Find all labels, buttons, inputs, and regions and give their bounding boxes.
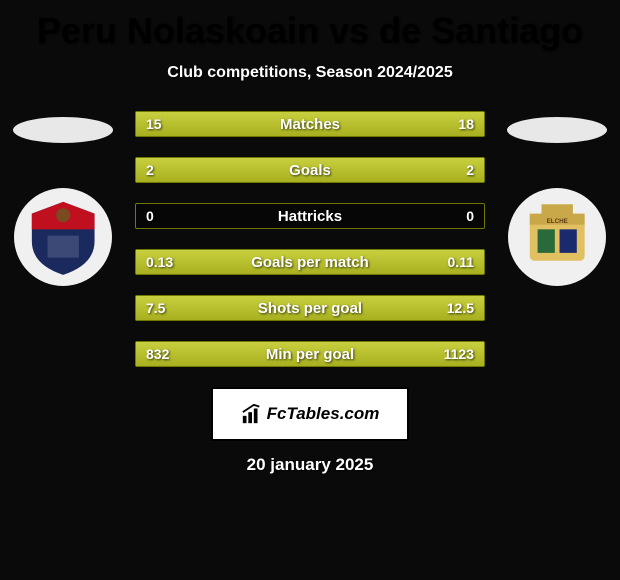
player2-name: de Santiago — [379, 10, 583, 51]
comparison-title: Peru Nolaskoain vs de Santiago — [0, 0, 620, 52]
stat-bar-right-fill — [265, 296, 484, 320]
date-text: 20 january 2025 — [0, 455, 620, 475]
stat-bar-left-fill — [136, 112, 293, 136]
comparison-main: ELCHE 1518Matches22Goals00Hattricks0.130… — [0, 117, 620, 377]
stat-bar-right-fill — [310, 158, 484, 182]
stat-bar-right-fill — [293, 112, 484, 136]
stat-row: 0.130.11Goals per match — [135, 249, 485, 275]
stat-row: 7.512.5Shots per goal — [135, 295, 485, 321]
subtitle: Club competitions, Season 2024/2025 — [0, 64, 620, 82]
right-nameplate-oval — [507, 117, 607, 143]
stat-bar-left-fill — [136, 342, 286, 366]
right-club-crest: ELCHE — [508, 188, 606, 286]
stat-value-right: 0 — [456, 204, 484, 228]
brand-box: FcTables.com — [211, 387, 409, 441]
right-badge-column: ELCHE — [502, 117, 612, 286]
stat-row: 1518Matches — [135, 111, 485, 137]
stat-bar-left-fill — [136, 250, 324, 274]
stat-row: 0 0Hattricks — [135, 203, 485, 229]
elche-crest-icon: ELCHE — [518, 198, 596, 276]
svg-text:ELCHE: ELCHE — [546, 218, 567, 225]
left-badge-column — [8, 117, 118, 286]
stat-bar-right-fill — [286, 342, 484, 366]
stat-row: 8321123Min per goal — [135, 341, 485, 367]
vs-text: vs — [329, 10, 369, 51]
left-club-crest — [14, 188, 112, 286]
eibar-crest-icon — [24, 198, 102, 276]
stat-row: 22Goals — [135, 157, 485, 183]
stat-bar-left-fill — [136, 296, 265, 320]
stat-value-left: 0 — [136, 204, 164, 228]
stat-label: Hattricks — [136, 204, 484, 228]
stat-bars-container: 1518Matches 22Goals 0 0Hattricks 0.130.11Goa… — [135, 111, 485, 387]
player1-name: Peru Nolaskoain — [37, 10, 319, 51]
brand-text: FcTables.com — [267, 404, 380, 424]
stat-bar-right-fill — [324, 250, 484, 274]
chart-icon — [241, 403, 263, 425]
left-nameplate-oval — [13, 117, 113, 143]
stat-bar-left-fill — [136, 158, 310, 182]
